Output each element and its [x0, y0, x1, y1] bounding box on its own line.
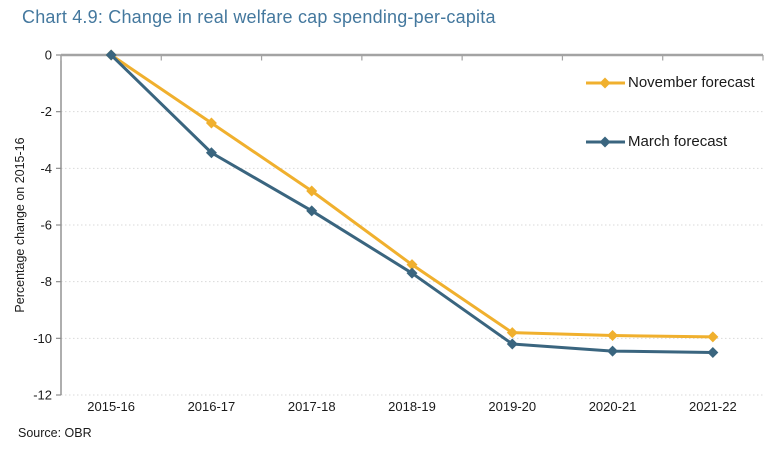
- svg-text:2020-21: 2020-21: [589, 399, 637, 414]
- data-point-marker: [599, 136, 611, 148]
- legend-markers: [586, 77, 625, 148]
- source-note: Source: OBR: [18, 426, 92, 440]
- y-axis-title: Percentage change on 2015-16: [13, 137, 27, 312]
- data-point-marker: [406, 259, 418, 271]
- svg-text:-6: -6: [40, 218, 52, 233]
- svg-text:2016-17: 2016-17: [188, 399, 236, 414]
- x-axis-zero-line: [60, 53, 764, 61]
- data-point-marker: [506, 327, 518, 339]
- series-november-forecast: [105, 49, 719, 343]
- data-point-marker: [306, 205, 318, 217]
- data-point-marker: [105, 49, 117, 61]
- data-point-marker: [607, 330, 619, 341]
- legend-label-november-forecast: November forecast: [628, 74, 755, 91]
- svg-text:-8: -8: [40, 274, 52, 289]
- gridlines: [61, 111, 763, 396]
- data-point-marker: [707, 347, 719, 358]
- svg-text:2021-22: 2021-22: [689, 399, 737, 414]
- svg-text:2015-16: 2015-16: [87, 399, 135, 414]
- svg-text:Percentage change on 2015-16: Percentage change on 2015-16: [13, 137, 27, 312]
- svg-text:2018-19: 2018-19: [388, 399, 436, 414]
- data-point-marker: [205, 117, 217, 129]
- y-tick-labels: 0 -2 -4 -6 -8 -10 -12: [33, 48, 52, 403]
- chart-title: Chart 4.9: Change in real welfare cap sp…: [22, 7, 496, 27]
- svg-text:0: 0: [45, 48, 52, 63]
- data-point-marker: [707, 331, 719, 343]
- data-point-marker: [306, 185, 318, 197]
- legend-label-march-forecast: March forecast: [628, 133, 728, 150]
- data-point-marker: [406, 267, 418, 279]
- svg-text:2019-20: 2019-20: [488, 399, 536, 414]
- data-point-marker: [599, 77, 611, 89]
- svg-text:-2: -2: [40, 104, 52, 119]
- data-point-marker: [205, 147, 217, 159]
- svg-text:-10: -10: [33, 331, 52, 346]
- data-point-marker: [506, 338, 518, 350]
- svg-text:2017-18: 2017-18: [288, 399, 336, 414]
- x-tick-labels: 2015-16 2016-17 2017-18 2018-19 2019-20 2020-…: [87, 399, 736, 414]
- data-point-marker: [607, 345, 619, 357]
- y-axis: [56, 54, 62, 396]
- svg-text:-12: -12: [33, 388, 52, 403]
- series-march-forecast: [105, 49, 719, 358]
- svg-text:-4: -4: [40, 161, 52, 176]
